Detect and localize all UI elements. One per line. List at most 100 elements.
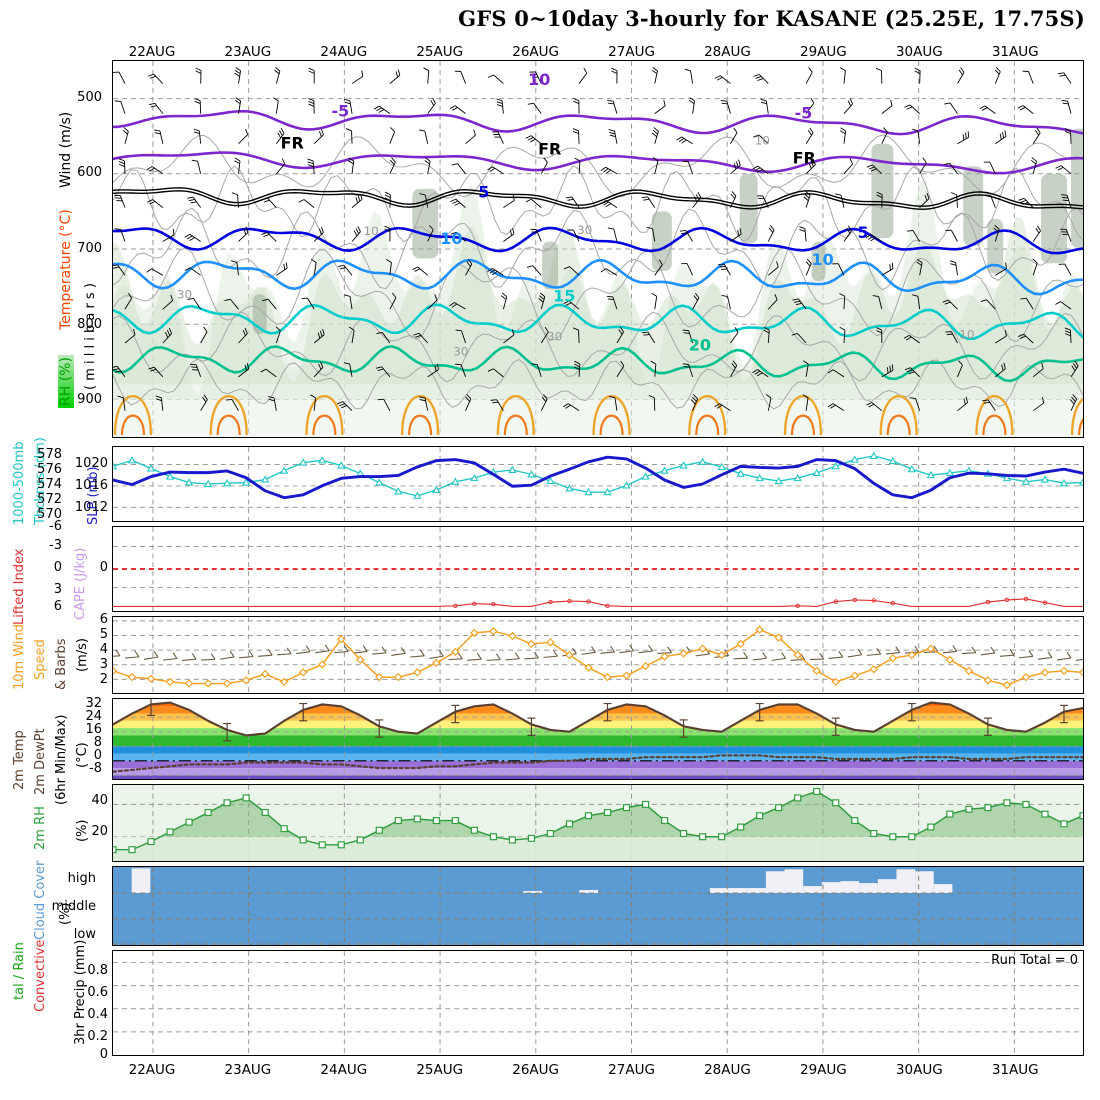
panel-cloud-cover[interactable] [112, 866, 1084, 946]
date-label: 26AUG [512, 44, 560, 60]
contour-label: FR [793, 148, 816, 167]
cape-label: CAPE (J/kg) [73, 547, 88, 620]
axis-tick-label: high [67, 871, 96, 886]
axis-tick-label: 3 [53, 582, 62, 597]
date-label: 28AUG [704, 44, 751, 60]
panel-slp[interactable] [112, 446, 1084, 522]
axis-tick-label: 600 [77, 165, 102, 181]
axis-tick-label: 16 [85, 722, 102, 737]
contour-label: -5 [332, 102, 350, 121]
axis-tick-label: 578 [37, 447, 62, 462]
axis-tick-label: 24 [85, 709, 102, 724]
axis-tick-label: 1016 [74, 478, 108, 493]
date-label: 31AUG [991, 44, 1039, 60]
axis-tick-label: 4 [99, 642, 108, 657]
axis-tick-label: 700 [77, 241, 102, 256]
date-label: 22AUG [128, 1062, 176, 1078]
wind10m-speed-label: Speed [33, 639, 48, 680]
wind10m-label: 10m Wind [12, 623, 27, 690]
axis-tick-label: 8 [93, 735, 102, 750]
precip-convective-label: Convective [33, 939, 48, 1012]
axis-tick-label: 6 [99, 612, 108, 627]
axis-tick-label: 800 [77, 316, 102, 332]
axis-tick-label: -3 [49, 538, 62, 553]
upperair-pressure-label: ( m i l l i b a r s ) [83, 283, 98, 390]
date-label: 26AUG [512, 1062, 560, 1078]
axis-tick-label: 0.8 [87, 963, 108, 978]
contour-label: 10 [363, 224, 378, 238]
contour-label: 5 [857, 223, 868, 242]
date-label: 27AUG [608, 1062, 655, 1078]
contour-label: FR [281, 134, 304, 153]
axis-tick-label: 576 [37, 462, 62, 477]
contour-label: 5 [478, 182, 489, 201]
contour-label: 30 [453, 344, 468, 358]
axis-tick-label: 570 [37, 507, 62, 522]
date-label: 29AUG [800, 1062, 847, 1078]
panel-precip[interactable] [112, 950, 1084, 1056]
axis-tick-label: 574 [37, 477, 62, 492]
date-label: 30AUG [895, 44, 943, 60]
axis-tick-label: 6 [53, 599, 62, 614]
contour-label: 20 [689, 335, 711, 354]
axis-tick-label: -8 [89, 761, 102, 776]
dewpt2m-label: 2m DewPt [33, 728, 48, 795]
axis-tick-label: 572 [37, 492, 62, 507]
date-label: 24AUG [320, 44, 368, 60]
axis-tick-label: 900 [77, 392, 102, 408]
contour-label: 10 [812, 250, 834, 269]
axis-tick-label: 0 [53, 560, 62, 575]
date-label: 31AUG [991, 1062, 1039, 1078]
date-label: 29AUG [800, 44, 847, 60]
panel-cape-li[interactable] [112, 526, 1084, 612]
axis-tick-label: 0 [99, 1047, 108, 1062]
axis-tick-label: 0.2 [87, 1029, 108, 1044]
axis-tick-label: -6 [49, 519, 62, 534]
panel-2m-temp[interactable] [112, 698, 1084, 780]
axis-tick-label: 2 [99, 672, 108, 687]
axis-tick-label: 0 [93, 748, 102, 763]
cloud-cover-label: Cloud Cover [33, 860, 48, 940]
contour-label: -5 [795, 104, 813, 123]
date-label: 28AUG [704, 1062, 751, 1078]
panel-upper-air[interactable]: 10 -5 -5 FR FR FR 5 5 10 10 15 20 10 10 30 30 30 30 10 [112, 60, 1084, 438]
date-label: 23AUG [224, 1062, 272, 1078]
axis-tick-label: 20 [91, 824, 108, 839]
axis-tick-label: middle [51, 899, 96, 914]
contour-label: 10 [528, 70, 550, 89]
axis-tick-label: low [73, 927, 96, 942]
temp2m-label: 2m Temp [12, 730, 27, 790]
axis-tick-label: 40 [91, 793, 108, 808]
date-label: 27AUG [608, 44, 655, 60]
axis-tick-label: 0.6 [87, 985, 108, 1000]
axis-tick-label: 500 [77, 89, 102, 105]
contour-label: 15 [553, 287, 575, 306]
upperair-temperature-label: Temperature (°C) [58, 209, 74, 330]
panel-2m-rh[interactable] [112, 784, 1084, 862]
panel-10m-wind[interactable] [112, 616, 1084, 694]
date-label: 24AUG [320, 1062, 368, 1078]
date-label: 23AUG [224, 44, 272, 60]
contour-label: 30 [577, 223, 592, 237]
contour-label: 10 [959, 328, 974, 342]
axis-tick-label: 0.4 [87, 1007, 108, 1022]
date-label: 25AUG [416, 44, 464, 60]
axis-tick-label: 5 [99, 627, 108, 642]
axis-tick-label: 1012 [74, 500, 108, 515]
date-label: 30AUG [895, 1062, 943, 1078]
date-label: 22AUG [128, 44, 176, 60]
precip-total-label: tal / Rain [12, 942, 27, 1000]
precip-run-total: Run Total = 0 [991, 953, 1078, 968]
contour-label: FR [538, 140, 561, 159]
contour-label: 10 [755, 134, 770, 148]
contour-label: 10 [440, 229, 462, 248]
axis-tick-label: 1020 [74, 456, 108, 471]
date-label: 25AUG [416, 1062, 464, 1078]
contour-label: 30 [177, 288, 192, 302]
axis-tick-label: 3 [99, 657, 108, 672]
axis-tick-label: 32 [85, 696, 102, 711]
slp-label: SLP (mb) [86, 466, 101, 525]
axis-tick-label: 0 [99, 560, 108, 575]
rh2m-label: 2m RH [33, 806, 48, 850]
page-title: GFS 0~10day 3-hourly for KASANE (25.25E,… [458, 6, 1085, 31]
